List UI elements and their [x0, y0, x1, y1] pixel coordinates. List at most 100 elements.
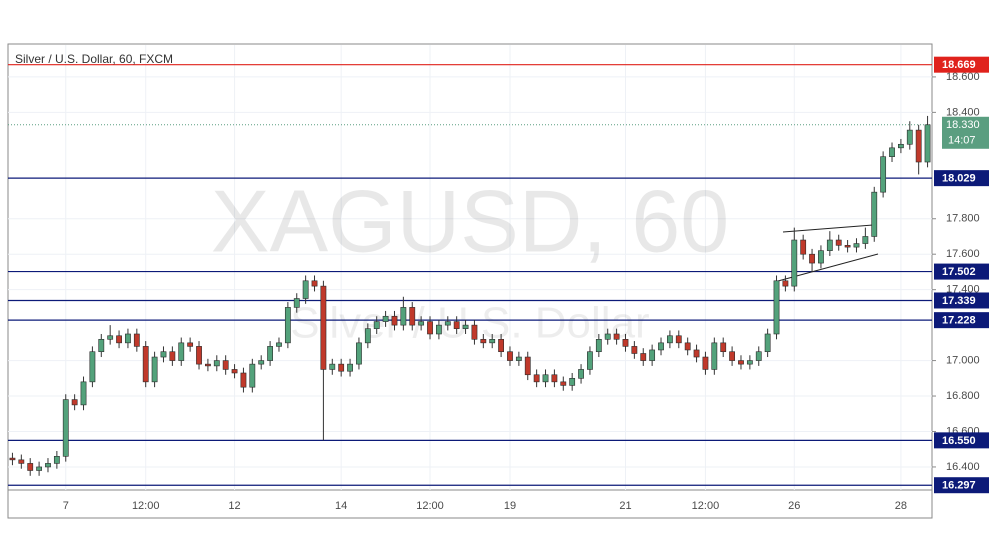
candle-body [249, 363, 256, 388]
price-axis: 16.40016.60016.80017.00017.40017.60017.8… [932, 56, 989, 494]
candle-body [45, 463, 51, 468]
level-label: 17.339 [942, 295, 976, 307]
x-tick-label: 12:00 [692, 500, 720, 512]
candle-body [98, 339, 105, 353]
candle-body [622, 339, 629, 347]
level-label: 17.228 [942, 315, 976, 327]
candle-body [347, 363, 353, 372]
candle-body [800, 239, 807, 255]
candle-body [329, 363, 336, 370]
candles [9, 115, 931, 476]
candle-body [89, 351, 96, 383]
x-tick-label: 12:00 [416, 500, 444, 512]
countdown: 14:07 [948, 135, 976, 147]
candle-body [382, 315, 389, 322]
candle-body [240, 372, 247, 388]
y-tick-label: 18.600 [946, 71, 980, 83]
level-label-box [934, 56, 989, 73]
y-tick-label: 16.400 [946, 461, 980, 473]
candle-body [489, 339, 496, 344]
candle-body [915, 129, 922, 163]
level-label-box [934, 263, 989, 280]
candle-body [720, 342, 727, 353]
candle-body [693, 349, 700, 358]
candle-body [667, 335, 673, 344]
level-label-box [934, 170, 989, 187]
level-label: 18.669 [942, 59, 976, 71]
candle-body [604, 333, 611, 340]
candle-body [116, 335, 122, 344]
candle-body [773, 280, 780, 335]
x-tick-label: 21 [619, 500, 631, 512]
level-label: 17.502 [942, 266, 976, 278]
candle-body [133, 333, 140, 347]
y-tick-label: 17.800 [946, 213, 980, 225]
candle-body [880, 156, 887, 193]
candle-body [178, 342, 185, 361]
candle-body [738, 360, 744, 365]
candle-body [649, 349, 656, 361]
y-tick-label: 18.400 [946, 106, 980, 118]
candle-body [746, 360, 753, 365]
candle-body [169, 351, 176, 361]
candle-body [524, 356, 531, 376]
x-tick-label: 26 [788, 500, 800, 512]
level-label-box [934, 432, 989, 449]
candle-body [213, 360, 220, 367]
candle-body [27, 463, 34, 471]
candle-body [302, 280, 309, 299]
candle-body [196, 346, 202, 365]
candle-body [418, 321, 425, 326]
candle-body [9, 457, 16, 461]
level-label: 16.550 [942, 435, 976, 447]
trendline [782, 224, 874, 233]
candle-body [755, 351, 762, 361]
watermark-subtitle: Silver / U.S. Dollar [290, 299, 649, 348]
candle-body [898, 143, 904, 149]
candle-body [658, 342, 664, 351]
candle-body [675, 335, 682, 344]
candle-body [507, 351, 513, 361]
candle-body [231, 369, 238, 374]
candle-body [62, 399, 69, 457]
level-label-box [934, 292, 989, 309]
candle-body [569, 378, 576, 386]
candle-body [853, 243, 860, 248]
level-label-box [934, 477, 989, 494]
candle-body [560, 381, 567, 386]
candle-body [53, 456, 60, 464]
candle-body [906, 129, 913, 145]
candle-body [764, 333, 771, 353]
candle-body [542, 374, 549, 383]
candle-body [835, 239, 842, 246]
candle-body [320, 285, 327, 370]
candle-body [791, 239, 798, 287]
level-label-box [934, 312, 989, 329]
candle-body [578, 369, 584, 379]
watermark: XAGUSD, 60 [211, 171, 729, 270]
candle-body [391, 315, 398, 326]
candle-body [631, 346, 638, 354]
candle-body [826, 239, 833, 251]
candle-body [782, 280, 789, 287]
x-tick-label: 19 [504, 500, 516, 512]
y-tick-label: 17.600 [946, 248, 980, 260]
last-price-label: 18.330 [946, 119, 980, 131]
candle-body [267, 346, 273, 361]
candle-body [533, 374, 540, 383]
candle-body [222, 360, 229, 370]
candle-body [889, 147, 895, 157]
candle-body [515, 356, 522, 361]
candle-body [444, 321, 451, 326]
candle-body [364, 328, 371, 344]
y-tick-label: 16.800 [946, 390, 980, 402]
time-axis-frame [7, 489, 933, 519]
candle-body [18, 459, 25, 464]
candle-body [373, 321, 380, 329]
level-label: 16.297 [942, 480, 976, 492]
candle-body [453, 321, 460, 329]
x-tick-label: 12 [228, 500, 240, 512]
candle-body [80, 381, 87, 406]
